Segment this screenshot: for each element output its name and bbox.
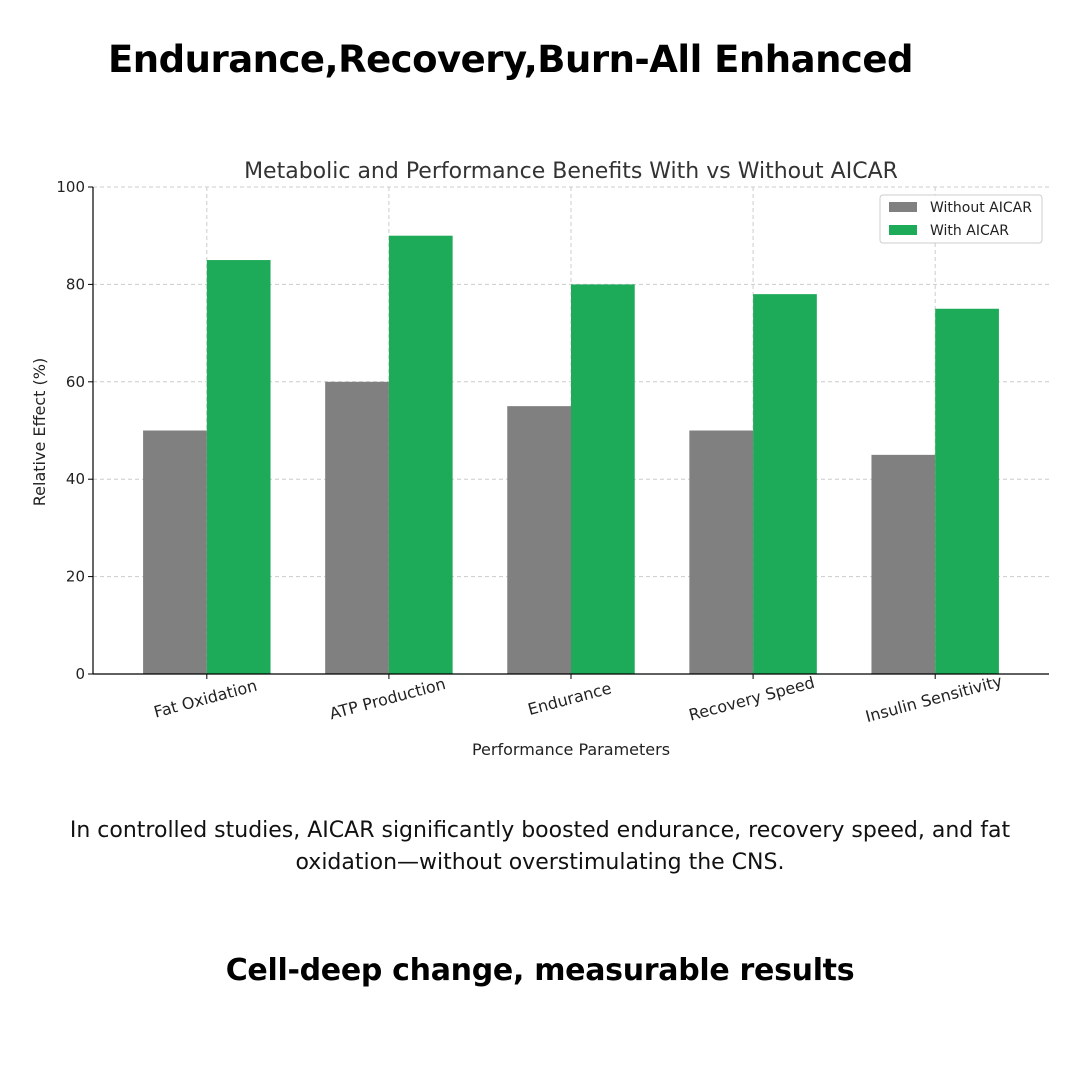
bar-with-aicar [388, 235, 453, 674]
bar-without-aicar [871, 454, 936, 674]
legend-box [879, 194, 1043, 244]
x-tick-label: Endurance [526, 678, 614, 719]
x-tick-labels: Fat Oxidation ATP Production Endurance Reco… [152, 671, 1004, 726]
y-tick-label: 100 [56, 178, 85, 196]
bar-with-aicar [571, 284, 635, 674]
bar-with-aicar [753, 294, 817, 674]
x-tick-label: Recovery Speed [687, 673, 817, 725]
bar-without-aicar [325, 381, 389, 674]
bar-with-aicar [206, 260, 271, 674]
y-tick-label: 80 [66, 275, 85, 293]
y-tick-label: 0 [75, 665, 85, 683]
bar-without-aicar [143, 430, 207, 674]
axes [88, 186, 1049, 679]
caption: In controlled studies, AICAR significant… [69, 818, 1011, 875]
bar-without-aicar [507, 406, 571, 674]
bar-chart: Metabolic and Performance Benefits With … [30, 159, 1049, 759]
x-axis-label: Performance Parameters [472, 740, 670, 759]
legend-swatch [889, 202, 917, 212]
bar-with-aicar [935, 308, 999, 674]
footer-tagline: Cell-deep change, measurable results [225, 953, 855, 988]
chart-title: Metabolic and Performance Benefits With … [244, 159, 898, 184]
x-tick-label: Insulin Sensitivity [863, 671, 1004, 726]
y-tick-label: 40 [66, 470, 85, 488]
y-axis-label: Relative Effect (%) [30, 358, 49, 506]
x-tick-label: Fat Oxidation [152, 676, 259, 722]
legend-swatch [889, 225, 917, 235]
bars [143, 235, 999, 674]
y-tick-label: 60 [66, 373, 85, 391]
y-tick-label: 20 [66, 568, 85, 586]
x-tick-label: ATP Production [327, 674, 447, 723]
legend-label: With AICAR [930, 223, 1009, 239]
bar-without-aicar [689, 430, 754, 674]
legend-label: Without AICAR [930, 200, 1032, 216]
headline: Endurance,Recovery,Burn-All Enhanced [108, 38, 913, 81]
y-tick-labels: 0 20 40 60 80 100 [56, 178, 85, 683]
legend: Without AICAR With AICAR [879, 194, 1043, 244]
